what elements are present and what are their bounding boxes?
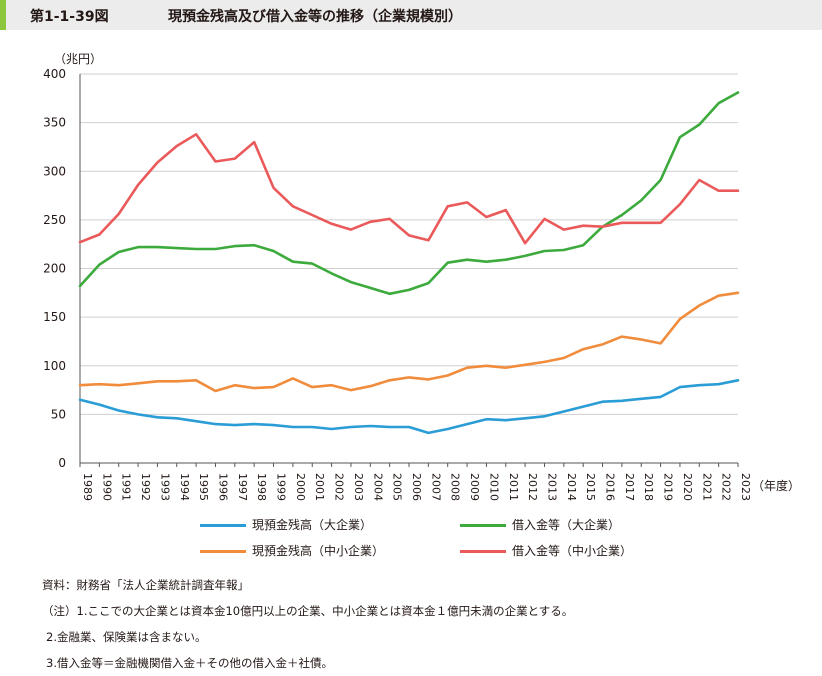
header-accent-bar (0, 0, 6, 30)
x-tick-label: 2014 (565, 473, 578, 501)
x-tick-label: 1999 (275, 473, 288, 501)
series-line-0 (78, 378, 740, 435)
legend-label: 現預金残高（中小企業） (252, 544, 385, 558)
note-2: 2.金融業、保険業は含まない。 (46, 630, 207, 644)
x-tick-label: 2013 (545, 473, 558, 501)
x-tick-label: 2023 (739, 473, 752, 501)
y-tick-label: 200 (43, 262, 66, 276)
legend-item-large-cash: 現預金残高（大企業） (200, 516, 372, 533)
note-1: （注）1.ここでの大企業とは資本金10億円以上の企業、中小企業とは資本金１億円未… (42, 604, 574, 618)
note-3: 3.借入金等＝金融機関借入金＋その他の借入金＋社債。 (46, 656, 333, 670)
x-tick-label: 1998 (255, 473, 268, 501)
series-lines (78, 91, 740, 435)
figure-header: 第1-1-39図 現預金残高及び借入金等の推移（企業規模別） (0, 0, 822, 30)
y-tick-label: 400 (43, 67, 66, 81)
y-axis-unit-label: （兆円） (54, 52, 102, 66)
legend-swatch (460, 524, 506, 527)
x-tick-label: 2019 (662, 473, 675, 501)
legend-label: 借入金等（大企業） (512, 518, 621, 532)
y-tick-label: 300 (43, 164, 66, 178)
legend-label: 借入金等（中小企業） (512, 544, 633, 558)
gridlines (80, 73, 738, 415)
x-tick-label: 2021 (700, 473, 713, 501)
legend-swatch (200, 550, 246, 553)
figure-notes: 資料：財務省「法人企業統計調査年報」 （注）1.ここでの大企業とは資本金10億円… (42, 572, 573, 676)
legend-label: 現預金残高（大企業） (252, 518, 373, 532)
line-chart: 0 50 100 150 200 250 300 350 400 1989 1990 1991 199… (43, 52, 800, 501)
x-tick-label: 2008 (449, 473, 462, 501)
x-tick-label: 1993 (158, 473, 171, 501)
y-tick-label: 50 (51, 407, 66, 421)
x-tick-label: 2006 (410, 473, 423, 501)
x-tick-label: 2015 (584, 473, 597, 501)
x-tick-label: 1991 (120, 473, 133, 501)
x-tick-label: 2003 (352, 473, 365, 501)
figure-title: 現預金残高及び借入金等の推移（企業規模別） (168, 9, 462, 25)
x-tick-label: 1995 (197, 473, 210, 501)
series-line-1 (78, 91, 740, 296)
x-tick-label: 2004 (371, 473, 384, 501)
x-tick-label: 2010 (487, 473, 500, 501)
x-tick-label: 2001 (313, 473, 326, 501)
legend-item-large-debt: 借入金等（大企業） (460, 516, 620, 533)
x-tick-label: 2005 (391, 473, 404, 501)
x-tick-label: 2011 (507, 473, 520, 501)
y-tick-label: 150 (43, 310, 66, 324)
x-tick-label: 2022 (720, 473, 733, 501)
x-tick-label: 2002 (333, 473, 346, 501)
x-tick-label: 2020 (681, 473, 694, 501)
legend-item-sme-debt: 借入金等（中小企業） (460, 542, 632, 559)
x-tick-label: 2007 (429, 473, 442, 501)
legend-swatch (200, 524, 246, 527)
y-tick-label: 0 (58, 456, 66, 470)
x-tick-label: 2009 (468, 473, 481, 501)
x-tick-label: 2016 (604, 473, 617, 501)
legend-swatch (460, 550, 506, 553)
x-tick-label: 1992 (139, 473, 152, 501)
x-tick-label: 2012 (526, 473, 539, 501)
y-tick-label: 100 (43, 359, 66, 373)
figure-number: 第1-1-39図 (30, 9, 109, 25)
x-tick-label: 2018 (642, 473, 655, 501)
legend-item-sme-cash: 現預金残高（中小企業） (200, 542, 384, 559)
y-tick-labels: 0 50 100 150 200 250 300 350 400 (43, 67, 66, 470)
x-tick-label: 1997 (236, 473, 249, 501)
series-line-2 (78, 291, 740, 393)
x-tick-label: 1996 (216, 473, 229, 501)
x-tick-label: 1994 (178, 473, 191, 501)
axes (79, 74, 739, 467)
x-tick-label: 1990 (100, 473, 113, 501)
x-axis-unit-label: （年度） (752, 478, 800, 493)
y-tick-label: 350 (43, 116, 66, 130)
series-line-3 (78, 133, 740, 245)
x-tick-labels: 1989 1990 1991 1992 1993 1994 1995 1996 1997 1998… (81, 473, 752, 501)
y-tick-label: 250 (43, 213, 66, 227)
x-tick-label: 2000 (294, 473, 307, 501)
x-tick-label: 2017 (623, 473, 636, 501)
x-tick-label: 1989 (81, 473, 94, 501)
source-note: 資料：財務省「法人企業統計調査年報」 (42, 578, 249, 592)
